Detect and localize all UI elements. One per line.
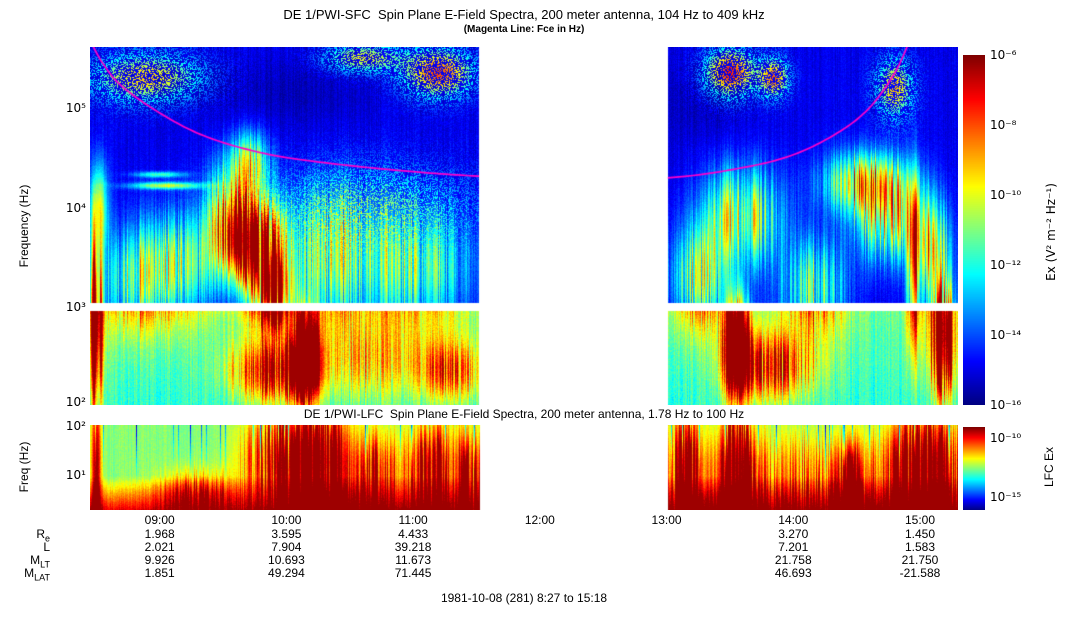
sfc-subtitle: (Magenta Line: Fce in Hz) — [463, 24, 585, 35]
time-tick-label: 15:00 — [904, 513, 935, 527]
lfc-y-tick-label: 10¹ — [65, 467, 86, 482]
ephemeris-value: 1.851 — [144, 566, 175, 580]
ephemeris-row-label: Re — [14, 527, 50, 543]
ephemeris-row-label: L — [14, 540, 50, 554]
ephemeris-value: -21.588 — [899, 566, 941, 580]
ephemeris-value: 3.595 — [271, 527, 302, 541]
ephemeris-value: 1.583 — [904, 540, 935, 554]
ephemeris-value: 21.750 — [901, 553, 939, 567]
lfc-y-axis-label: Freq (Hz) — [17, 441, 31, 493]
ephemeris-row-label: MLT — [14, 553, 50, 569]
ephemeris-row-label: MLAT — [14, 566, 50, 582]
lfc-y-tick-label: 10² — [65, 419, 86, 433]
sfc-y-tick-label: 10³ — [65, 300, 86, 315]
sfc-y-axis-label: Frequency (Hz) — [17, 184, 31, 268]
sfc-colorbar-tick-label: 10⁻⁸ — [990, 118, 1017, 132]
ephemeris-row-label-base: M — [30, 553, 41, 567]
sfc-colorbar-label: Ex (V² m⁻² Hz⁻¹) — [1044, 183, 1058, 281]
ephemeris-value: 1.450 — [904, 527, 935, 541]
sfc-colorbar-tick-label: 10⁻¹⁰ — [990, 188, 1022, 202]
ephemeris-row-label-sub: LAT — [34, 572, 50, 583]
sfc-spectrogram — [90, 47, 958, 405]
ephemeris-row-label-base: L — [43, 540, 50, 554]
ephemeris-row-label-base: R — [36, 527, 45, 541]
sfc-y-tick-label: 10² — [65, 394, 86, 409]
sfc-y-tick-label: 10⁴ — [65, 200, 86, 215]
time-tick-label: 13:00 — [651, 513, 682, 527]
sfc-colorbar-tick-label: 10⁻¹² — [990, 258, 1022, 272]
sfc-colorbar-tick-label: 10⁻⁶ — [990, 48, 1017, 62]
ephemeris-value: 1.968 — [144, 527, 175, 541]
lfc-spectrogram — [90, 425, 958, 510]
sfc-colorbar-tick-label: 10⁻¹⁴ — [990, 328, 1022, 342]
ephemeris-row-label-sub: LT — [40, 559, 50, 570]
sfc-colorbar-tick-label: 10⁻¹⁶ — [990, 398, 1022, 412]
time-tick-label: 11:00 — [398, 513, 428, 527]
sfc-y-tick-label: 10⁵ — [65, 100, 86, 115]
ephemeris-value: 3.270 — [778, 527, 809, 541]
ephemeris-value: 10.693 — [268, 553, 305, 567]
footer-date-range: 1981-10-08 (281) 8:27 to 15:18 — [440, 591, 608, 605]
ephemeris-value: 2.021 — [144, 540, 175, 554]
time-tick-label: 09:00 — [144, 513, 175, 527]
ephemeris-row-label-sub: e — [44, 533, 50, 544]
time-tick-label: 12:00 — [524, 513, 555, 527]
ephemeris-value: 46.693 — [774, 566, 812, 580]
sfc-title: DE 1/PWI-SFC Spin Plane E-Field Spectra,… — [283, 7, 765, 22]
sfc-colorbar — [963, 55, 985, 405]
ephemeris-value: 21.758 — [774, 553, 812, 567]
lfc-title: DE 1/PWI-LFC Spin Plane E-Field Spectra,… — [303, 407, 745, 421]
time-tick-label: 14:00 — [778, 513, 809, 527]
time-tick-label: 10:00 — [271, 513, 302, 527]
ephemeris-row-label-base: M — [24, 566, 35, 580]
lfc-colorbar-tick-label: 10⁻¹⁰ — [990, 430, 1022, 445]
ephemeris-value: 7.904 — [271, 540, 302, 554]
ephemeris-value: 9.926 — [144, 553, 175, 567]
lfc-colorbar-tick-label: 10⁻¹⁵ — [990, 489, 1022, 504]
ephemeris-value: 39.218 — [394, 540, 432, 554]
ephemeris-value: 71.445 — [394, 566, 432, 580]
lfc-colorbar — [963, 427, 985, 510]
ephemeris-value: 4.433 — [398, 527, 429, 541]
ephemeris-value: 7.201 — [778, 540, 809, 554]
lfc-colorbar-label: LFC Ex — [1042, 446, 1056, 488]
ephemeris-value: 49.294 — [268, 566, 305, 580]
ephemeris-value: 11.673 — [395, 553, 432, 567]
